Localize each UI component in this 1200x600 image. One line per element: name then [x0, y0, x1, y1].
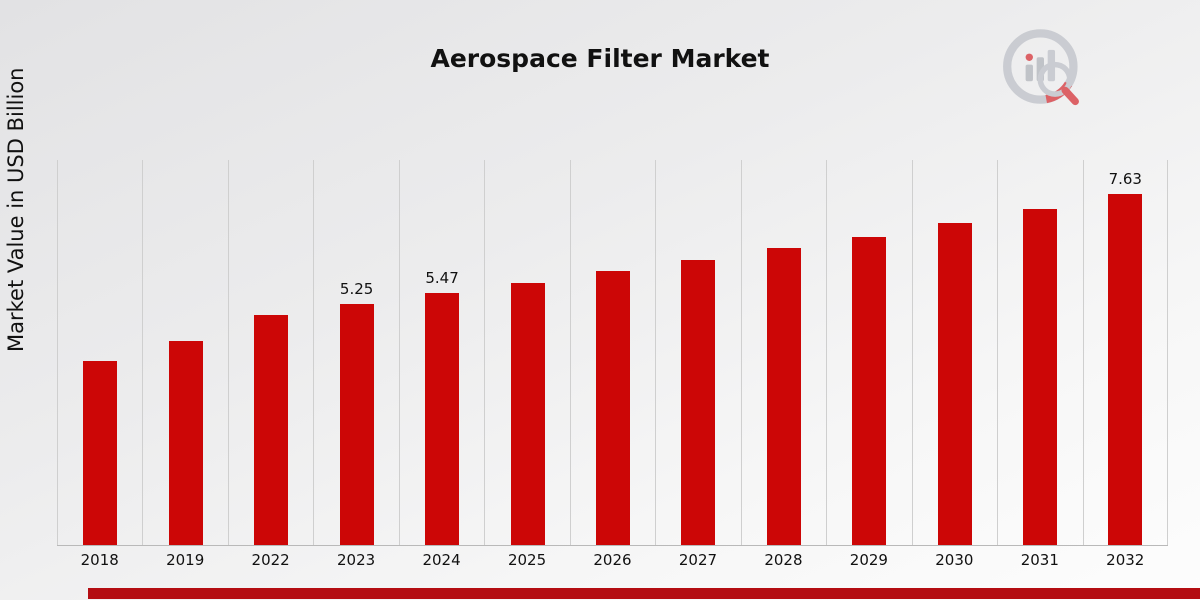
bar-2025 [510, 282, 545, 545]
x-tick-label: 2025 [507, 551, 547, 569]
gridline-cell [57, 160, 142, 545]
bar-value-label: 5.25 [339, 279, 374, 298]
bar-2029 [852, 236, 887, 545]
x-tick-label: 2032 [1106, 551, 1145, 569]
plot-area: 5.25 5.47 7.63 [57, 160, 1168, 546]
x-tick-label: 2019 [166, 551, 205, 569]
gridline-cell [484, 160, 569, 545]
bar-2031 [1023, 209, 1058, 545]
x-tick-label: 2022 [251, 551, 290, 569]
bar-chart-magnifier-icon [1003, 29, 1079, 106]
gridline-cell [655, 160, 740, 545]
bar-value-label: 7.63 [1108, 170, 1142, 188]
gridline-cell [569, 160, 655, 545]
bar-2023 [339, 303, 374, 545]
bar-2018 [83, 361, 118, 545]
bar-2030 [937, 223, 972, 545]
y-axis-label: Market Value in USD Billion [4, 67, 28, 352]
x-axis-labels: 2018 2019 2022 2023 2024 2025 2026 2027 2028 2029… [57, 551, 1168, 569]
bar-2019 [168, 341, 203, 545]
gridline-cell [142, 160, 227, 545]
gridline-cell [997, 160, 1082, 545]
bar-value-label: 5.47 [425, 269, 459, 288]
gridline-cell: 5.25 [313, 160, 398, 545]
bar-2027 [681, 259, 716, 545]
gridline-cell [227, 160, 313, 545]
gridline-cell: 5.47 [398, 160, 484, 545]
x-tick-label: 2026 [593, 551, 632, 569]
x-tick-label: 2031 [1020, 551, 1059, 569]
gridline-cell [826, 160, 911, 545]
x-tick-label: 2028 [764, 551, 803, 569]
bar-2028 [766, 248, 801, 545]
chart-title: Aerospace Filter Market [430, 44, 770, 73]
bar-2026 [595, 271, 630, 545]
gridline-cell: 7.63 [1082, 160, 1168, 545]
x-tick-label: 2027 [678, 551, 718, 569]
bottom-accent-stripe [88, 588, 1200, 599]
x-tick-label: 2024 [422, 551, 461, 569]
x-tick-label: 2018 [80, 551, 119, 569]
gridline-cell [740, 160, 826, 545]
x-tick-label: 2030 [935, 551, 974, 569]
bar-2032 [1108, 194, 1143, 545]
gridline-cell [911, 160, 997, 545]
x-tick-label: 2029 [849, 551, 888, 569]
x-tick-label: 2023 [337, 551, 376, 569]
bar-2024 [425, 293, 460, 545]
bar-2022 [254, 315, 289, 545]
